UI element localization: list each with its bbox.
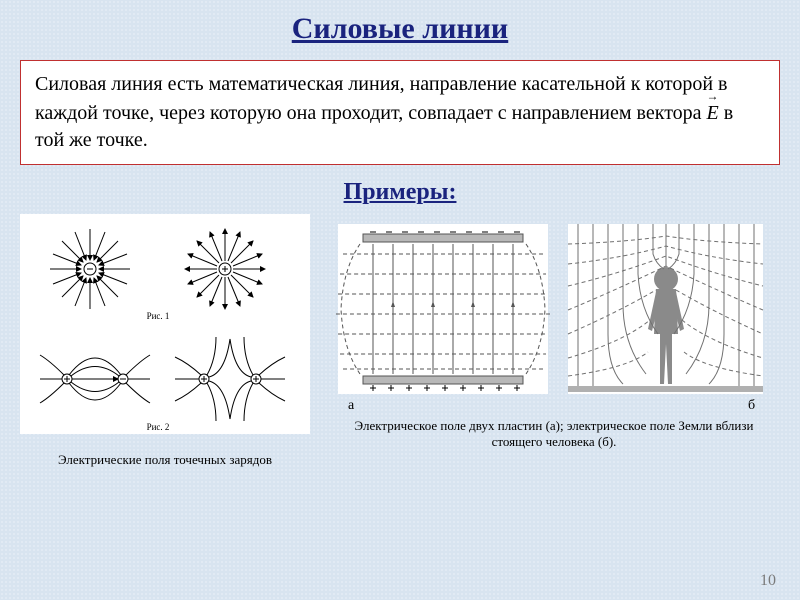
page-title: Силовые линии [0,0,800,54]
label-b: б [748,398,755,413]
caption-point-charges: Электрические поля точечных зарядов [20,452,310,468]
definition-pre: Силовая линия есть математическая линия,… [35,73,727,124]
caption-plates-earth: Электрическое поле двух пластин (а); эле… [328,418,780,451]
fig1-label: Рис. 1 [147,311,170,321]
point-charges-svg: Рис. 1 [20,214,310,434]
vector-e-symbol: E [707,98,719,127]
panel-point-charges: Рис. 1 [20,214,310,468]
page-number: 10 [760,572,776,590]
definition-box: Силовая линия есть математическая линия,… [20,60,780,165]
examples-heading: Примеры: [0,179,800,206]
plates-earth-svg: а [328,214,768,414]
label-a: а [348,398,355,413]
fig2-label: Рис. 2 [147,422,170,432]
panel-plates-earth: а [328,214,780,451]
examples-row: Рис. 1 [0,214,800,468]
